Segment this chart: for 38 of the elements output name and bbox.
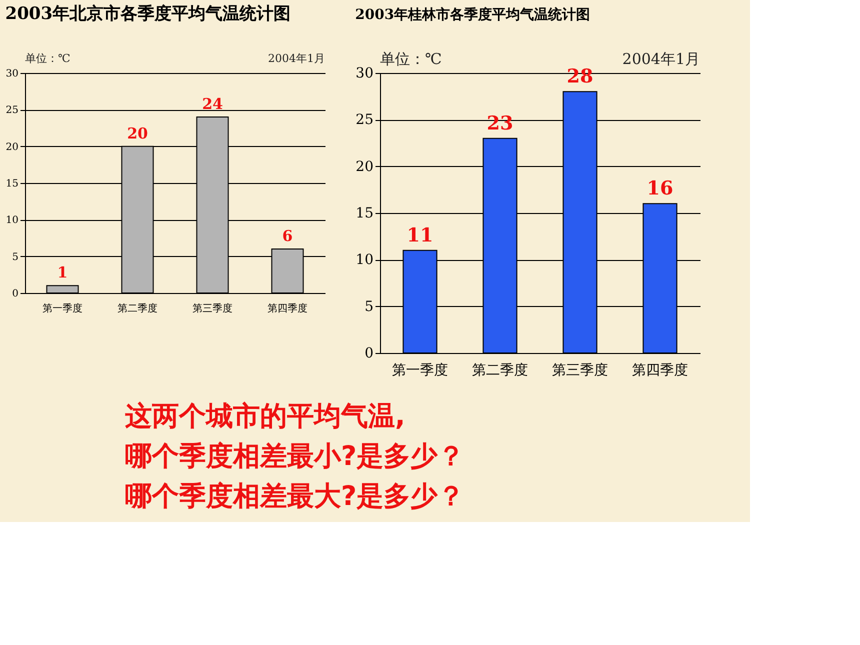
data-label: 20 [127,124,148,142]
y-tick-label: 30 [6,68,18,80]
y-tick-label: 5 [364,298,374,315]
x-tick-label: 第三季度 [552,362,608,378]
data-label: 1 [57,264,68,282]
y-tick-label: 0 [12,288,18,300]
y-tick-label: 15 [356,206,374,222]
y-tick-label: 10 [6,215,18,226]
y-tick-label: 20 [6,142,18,153]
y-tick-label: 25 [356,112,374,128]
y-tick-label: 25 [6,105,18,116]
text: 2004年1月 [622,50,700,68]
x-tick-label: 第一季度 [392,362,448,378]
y-tick-label: 20 [356,158,374,175]
y-tick-label: 10 [356,252,374,268]
text: 2004年1月 [268,52,325,65]
x-tick-label: 第四季度 [632,362,688,378]
data-label: 6 [282,227,293,245]
x-tick-label: 第四季度 [268,302,308,314]
x-tick-label: 第一季度 [42,302,82,314]
data-label: 11 [406,224,434,246]
text: 哪个季度相差最大?是多少？ [125,481,465,512]
y-tick-label: 0 [364,346,374,362]
data-label: 24 [202,95,223,113]
data-label: 16 [646,178,674,200]
bar [46,285,79,294]
chart-title: 2003年桂林市各季度平均气温统计图 [355,6,590,23]
x-tick-label: 第三季度 [192,302,232,314]
y-tick-label: 15 [6,178,18,190]
x-tick-label: 第二季度 [118,302,158,314]
text: 哪个季度相差最小?是多少？ [125,441,465,472]
x-tick-label: 第二季度 [472,362,528,378]
text: 单位：℃ [25,52,70,65]
y-tick-label: 5 [12,252,18,263]
text: 这两个城市的平均气温, [125,401,406,432]
text: 单位：℃ [380,50,442,68]
y-tick-label: 30 [356,66,374,82]
chart-title: 2003年北京市各季度平均气温统计图 [5,4,291,24]
